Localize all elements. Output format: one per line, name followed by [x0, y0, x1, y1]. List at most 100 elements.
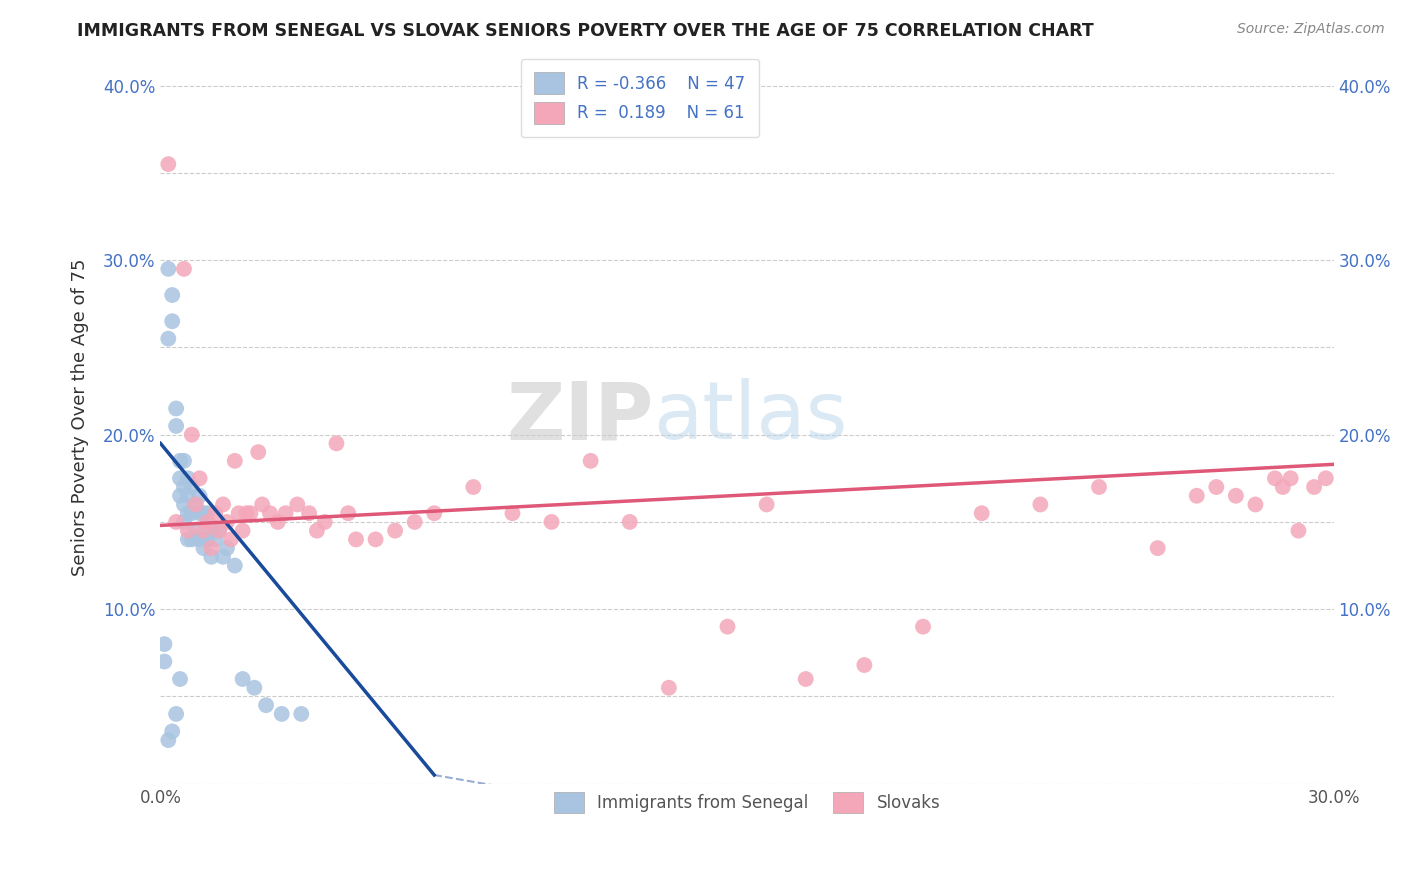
Point [200, 541, 222, 555]
Point [267, 515, 290, 529]
Point [165, 419, 187, 434]
Point [1244, 498, 1267, 512]
Point [1279, 471, 1302, 485]
Point [188, 506, 211, 520]
Point [180, 506, 202, 520]
Point [184, 498, 207, 512]
Point [157, 261, 180, 276]
Point [193, 541, 215, 555]
Point [169, 471, 191, 485]
Point [173, 261, 195, 276]
Point [423, 506, 446, 520]
Point [247, 445, 270, 459]
Point [404, 515, 426, 529]
Point [165, 401, 187, 416]
Point [290, 706, 312, 721]
Point [716, 620, 738, 634]
Text: atlas: atlas [654, 378, 848, 456]
Point [215, 515, 238, 529]
Text: ZIP: ZIP [506, 378, 654, 456]
Point [165, 706, 187, 721]
Point [204, 533, 226, 547]
Text: Source: ZipAtlas.com: Source: ZipAtlas.com [1237, 22, 1385, 37]
Point [188, 489, 211, 503]
Point [184, 524, 207, 538]
Point [153, 637, 176, 651]
Point [193, 524, 215, 538]
Point [1185, 489, 1208, 503]
Point [177, 524, 200, 538]
Point [325, 436, 347, 450]
Point [1146, 541, 1168, 555]
Point [1088, 480, 1111, 494]
Point [1205, 480, 1227, 494]
Point [169, 454, 191, 468]
Point [157, 157, 180, 171]
Point [794, 672, 817, 686]
Point [169, 489, 191, 503]
Point [157, 332, 180, 346]
Point [579, 454, 602, 468]
Point [250, 498, 273, 512]
Point [173, 454, 195, 468]
Point [188, 471, 211, 485]
Point [180, 480, 202, 494]
Point [169, 672, 191, 686]
Point [1264, 471, 1286, 485]
Point [177, 533, 200, 547]
Point [177, 506, 200, 520]
Point [1303, 480, 1326, 494]
Point [344, 533, 367, 547]
Point [215, 541, 238, 555]
Point [239, 506, 262, 520]
Point [180, 533, 202, 547]
Point [540, 515, 562, 529]
Point [219, 533, 242, 547]
Point [270, 706, 292, 721]
Point [259, 506, 281, 520]
Point [204, 506, 226, 520]
Point [384, 524, 406, 538]
Point [853, 658, 876, 673]
Point [501, 506, 523, 520]
Point [197, 515, 219, 529]
Point [314, 515, 336, 529]
Point [463, 480, 485, 494]
Point [235, 506, 257, 520]
Point [1271, 480, 1294, 494]
Text: IMMIGRANTS FROM SENEGAL VS SLOVAK SENIORS POVERTY OVER THE AGE OF 75 CORRELATION: IMMIGRANTS FROM SENEGAL VS SLOVAK SENIOR… [77, 22, 1094, 40]
Point [160, 288, 183, 302]
Point [160, 724, 183, 739]
Point [177, 489, 200, 503]
Point [212, 498, 235, 512]
Point [193, 506, 215, 520]
Point [224, 558, 246, 573]
Point [911, 620, 934, 634]
Point [212, 549, 235, 564]
Point [177, 471, 200, 485]
Point [208, 524, 231, 538]
Point [197, 506, 219, 520]
Point [173, 498, 195, 512]
Point [1288, 524, 1310, 538]
Point [658, 681, 681, 695]
Point [243, 681, 266, 695]
Point [755, 498, 778, 512]
Point [232, 672, 254, 686]
Point [232, 524, 254, 538]
Point [224, 454, 246, 468]
Point [305, 524, 328, 538]
Point [274, 506, 297, 520]
Point [173, 480, 195, 494]
Point [208, 524, 231, 538]
Point [197, 533, 219, 547]
Point [1225, 489, 1247, 503]
Y-axis label: Seniors Poverty Over the Age of 75: Seniors Poverty Over the Age of 75 [72, 259, 89, 576]
Point [298, 506, 321, 520]
Point [165, 515, 187, 529]
Legend: Immigrants from Senegal, Slovaks: Immigrants from Senegal, Slovaks [540, 779, 953, 827]
Point [200, 549, 222, 564]
Point [337, 506, 360, 520]
Point [180, 427, 202, 442]
Point [970, 506, 993, 520]
